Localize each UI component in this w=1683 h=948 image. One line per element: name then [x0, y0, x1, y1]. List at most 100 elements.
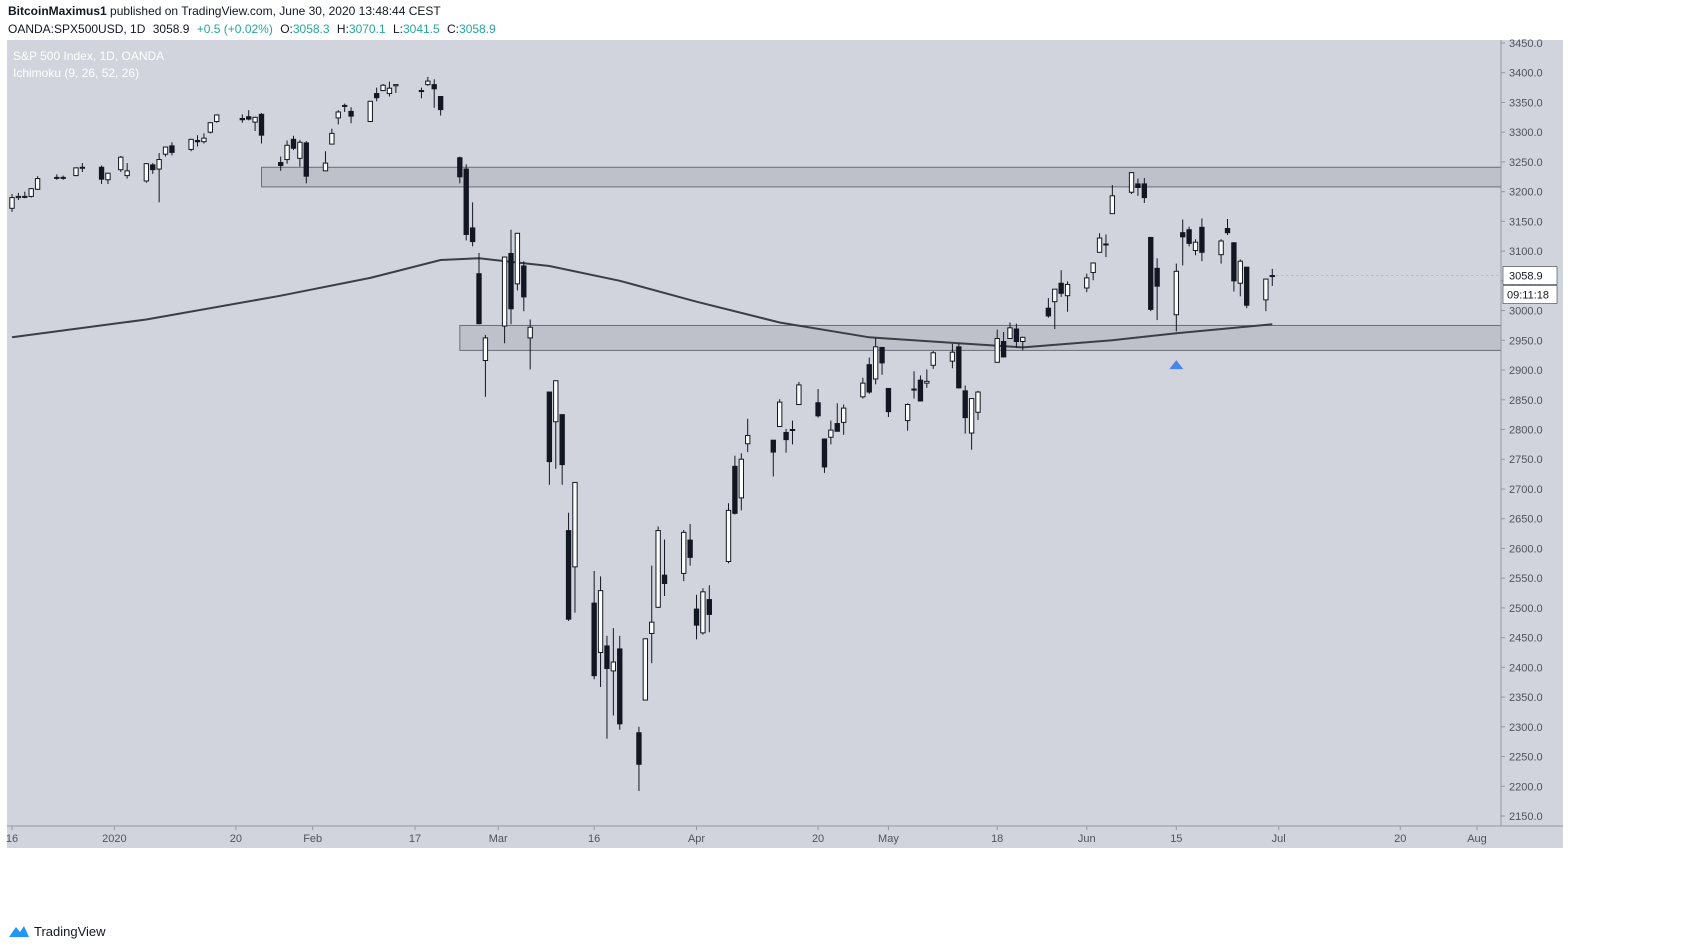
- candle[interactable]: [777, 399, 783, 428]
- candle[interactable]: [642, 638, 649, 701]
- candle[interactable]: [821, 438, 828, 473]
- candle[interactable]: [700, 588, 706, 635]
- candle[interactable]: [815, 389, 821, 418]
- candle[interactable]: [572, 481, 578, 613]
- candle[interactable]: [706, 585, 712, 633]
- candle[interactable]: [201, 133, 207, 144]
- candle[interactable]: [303, 141, 309, 184]
- candle[interactable]: [828, 420, 834, 445]
- candle[interactable]: [1020, 336, 1026, 351]
- candle[interactable]: [617, 635, 623, 730]
- candle[interactable]: [1199, 218, 1205, 262]
- candle[interactable]: [118, 155, 124, 173]
- candle[interactable]: [1052, 288, 1058, 330]
- candle[interactable]: [1000, 331, 1007, 358]
- candle[interactable]: [188, 138, 194, 152]
- candle[interactable]: [770, 439, 776, 477]
- candle[interactable]: [425, 76, 431, 86]
- candle[interactable]: [1218, 239, 1224, 264]
- candle[interactable]: [521, 261, 527, 312]
- candle[interactable]: [1224, 219, 1231, 236]
- candle[interactable]: [527, 319, 533, 370]
- candle[interactable]: [732, 455, 738, 515]
- candle[interactable]: [15, 192, 22, 200]
- candle[interactable]: [904, 403, 911, 431]
- candle[interactable]: [54, 174, 60, 180]
- candle[interactable]: [930, 351, 936, 369]
- candle[interactable]: [1135, 178, 1141, 196]
- candle[interactable]: [252, 116, 258, 132]
- candle[interactable]: [194, 135, 201, 147]
- candle[interactable]: [431, 79, 437, 108]
- candle[interactable]: [1192, 239, 1199, 256]
- candle[interactable]: [290, 135, 297, 151]
- candle[interactable]: [329, 128, 335, 145]
- zone-2[interactable]: [459, 324, 1502, 351]
- candle[interactable]: [469, 202, 476, 247]
- candle[interactable]: [418, 87, 425, 99]
- candle[interactable]: [482, 334, 489, 397]
- candle[interactable]: [98, 165, 105, 184]
- candle[interactable]: [239, 114, 245, 123]
- candle[interactable]: [917, 375, 924, 402]
- candle[interactable]: [1084, 273, 1090, 293]
- candle[interactable]: [1237, 259, 1243, 297]
- marker-triangle-up-icon[interactable]: [1169, 360, 1184, 370]
- candle[interactable]: [924, 369, 930, 388]
- candle[interactable]: [501, 256, 508, 344]
- candle[interactable]: [22, 191, 28, 199]
- candle[interactable]: [789, 420, 796, 445]
- candle[interactable]: [514, 232, 521, 291]
- candle[interactable]: [879, 346, 885, 375]
- candle[interactable]: [60, 175, 66, 180]
- candle[interactable]: [335, 110, 341, 125]
- candle[interactable]: [975, 390, 981, 420]
- candle[interactable]: [1141, 177, 1148, 203]
- candle[interactable]: [1269, 268, 1275, 286]
- candle[interactable]: [655, 526, 661, 608]
- candle[interactable]: [348, 107, 354, 124]
- candle[interactable]: [214, 114, 220, 123]
- candle[interactable]: [284, 140, 290, 164]
- candle[interactable]: [693, 594, 700, 640]
- candle[interactable]: [1231, 242, 1237, 292]
- candle[interactable]: [322, 151, 329, 172]
- candle[interactable]: [1263, 278, 1269, 312]
- candle[interactable]: [546, 391, 553, 485]
- candle[interactable]: [565, 512, 572, 621]
- candle[interactable]: [9, 194, 15, 212]
- candle[interactable]: [591, 571, 597, 680]
- candle[interactable]: [994, 329, 1000, 363]
- tradingview-logo-icon[interactable]: [8, 924, 30, 938]
- candle[interactable]: [508, 229, 514, 325]
- candle[interactable]: [553, 380, 559, 469]
- candle[interactable]: [373, 87, 380, 102]
- price-axis[interactable]: 2150.0 2200.0 2250.0 2300.0 2350.0 2400.0 2450…: [1276, 38, 1558, 826]
- candle[interactable]: [604, 635, 610, 739]
- candle[interactable]: [872, 337, 879, 385]
- candle[interactable]: [437, 96, 444, 116]
- candle[interactable]: [341, 103, 348, 112]
- candle[interactable]: [1154, 258, 1160, 321]
- candle[interactable]: [968, 398, 975, 450]
- zone-1[interactable]: [260, 166, 1502, 188]
- candle[interactable]: [610, 628, 617, 716]
- candle[interactable]: [956, 343, 962, 389]
- candle[interactable]: [1103, 234, 1109, 258]
- candle[interactable]: [34, 176, 41, 190]
- candle[interactable]: [1180, 219, 1186, 266]
- candle[interactable]: [143, 163, 150, 183]
- candle[interactable]: [1109, 185, 1116, 215]
- candle[interactable]: [681, 529, 687, 582]
- candle[interactable]: [297, 139, 303, 167]
- candle[interactable]: [1045, 298, 1052, 318]
- candle[interactable]: [597, 576, 604, 687]
- candle[interactable]: [162, 146, 169, 157]
- candle[interactable]: [393, 84, 399, 93]
- candle[interactable]: [476, 252, 482, 325]
- candle[interactable]: [367, 100, 373, 123]
- candle[interactable]: [559, 414, 565, 485]
- candle[interactable]: [796, 381, 802, 406]
- candle[interactable]: [1007, 322, 1013, 340]
